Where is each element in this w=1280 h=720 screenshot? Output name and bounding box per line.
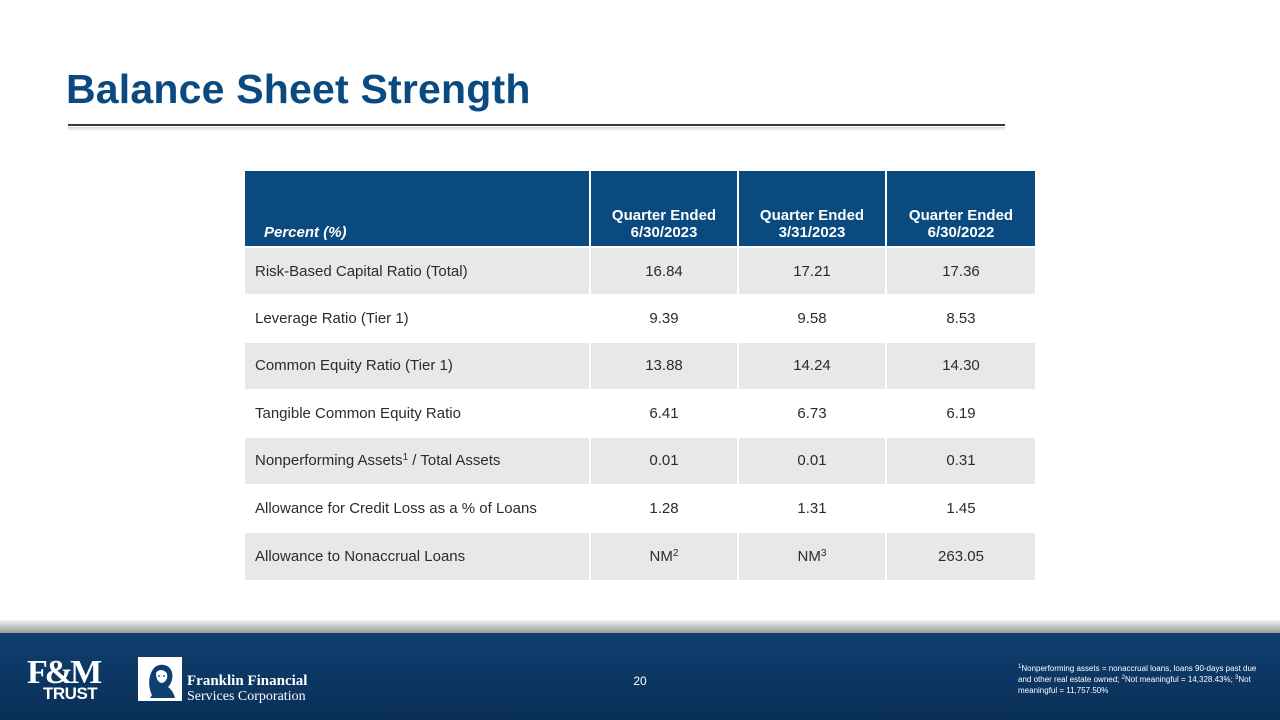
row-label-text: Nonperforming Assets (255, 452, 403, 470)
cell-value: 9.39 (590, 294, 739, 342)
footnote-part: Not meaningful = 14,328.43%; (1124, 675, 1236, 684)
table-row: Allowance to Nonaccrual Loans NM2 NM3 26… (245, 531, 1035, 580)
cell-value: 6.41 (590, 389, 739, 437)
header-col-1-line1: Quarter Ended (611, 207, 717, 224)
header-col-2-line1: Quarter Ended (759, 207, 865, 224)
header-label: Percent (%) (245, 171, 591, 247)
table-row: Risk-Based Capital Ratio (Total) 16.84 1… (245, 246, 1035, 295)
row-label: Nonperforming Assets1 / Total Assets (245, 436, 591, 485)
footer-bar: F&M TRUST Franklin Financial Services Co… (0, 633, 1280, 720)
header-col-3-line2: 6/30/2022 (927, 224, 995, 241)
header-col-3-line1: Quarter Ended (908, 207, 1014, 224)
page-title: Balance Sheet Strength (66, 66, 531, 112)
row-label: Tangible Common Equity Ratio (245, 389, 591, 437)
header-col-1: Quarter Ended 6/30/2023 (590, 171, 739, 247)
header-col-2-line2: 3/31/2023 (778, 224, 846, 241)
cell-value: 17.21 (738, 246, 887, 295)
cell-value: 0.31 (886, 436, 1035, 485)
table-row: Tangible Common Equity Ratio 6.41 6.73 6… (245, 389, 1035, 437)
title-divider-shadow (68, 127, 1005, 131)
footnote-ref: 2 (672, 547, 679, 559)
footnote-ref: 1 (402, 452, 409, 464)
table-header-row: Percent (%) Quarter Ended 6/30/2023 Quart… (245, 171, 1035, 247)
franklin-portrait-icon (138, 657, 182, 701)
ffsc-line1: Franklin Financial (187, 673, 308, 689)
title-divider (68, 124, 1005, 126)
table-row: Common Equity Ratio (Tier 1) 13.88 14.24… (245, 341, 1035, 390)
row-label: Risk-Based Capital Ratio (Total) (245, 246, 591, 295)
table-row: Nonperforming Assets1 / Total Assets 0.0… (245, 436, 1035, 485)
cell-value: 13.88 (590, 341, 739, 390)
row-label-text: / Total Assets (408, 452, 501, 470)
fm-trust-logo: F&M TRUST (27, 655, 113, 705)
cell-value-text: NM (649, 547, 673, 565)
cell-value: 14.30 (886, 341, 1035, 390)
ffsc-line2: Services Corporation (187, 689, 306, 704)
cell-value: 0.01 (738, 436, 887, 485)
fm-logo-text: F&M (27, 654, 102, 691)
trust-logo-text: TRUST (43, 684, 98, 703)
cell-value: 1.28 (590, 484, 739, 532)
cell-value: 8.53 (886, 294, 1035, 342)
cell-value: 6.73 (738, 389, 887, 437)
row-label: Allowance for Credit Loss as a % of Loan… (245, 484, 591, 532)
ffsc-logo-text: Franklin Financial Services Corporation (187, 673, 307, 705)
footnote-ref: 3 (820, 547, 827, 559)
cell-value: 14.24 (738, 341, 887, 390)
cell-value: 1.45 (886, 484, 1035, 532)
row-label: Leverage Ratio (Tier 1) (245, 294, 591, 342)
footnote-marker: 2 (1121, 675, 1125, 681)
row-label: Allowance to Nonaccrual Loans (245, 531, 591, 580)
footnote-part: Nonperforming assets = nonaccrual loans,… (1018, 664, 1257, 684)
table-row: Leverage Ratio (Tier 1) 9.39 9.58 8.53 (245, 294, 1035, 342)
cell-value: NM3 (738, 531, 887, 580)
cell-value: 0.01 (590, 436, 739, 485)
header-col-3: Quarter Ended 6/30/2022 (886, 171, 1035, 247)
footnote-text: 1Nonperforming assets = nonaccrual loans… (1018, 663, 1268, 696)
footnote-marker: 1 (1018, 664, 1022, 670)
cell-value: 263.05 (886, 531, 1035, 580)
cell-value: 9.58 (738, 294, 887, 342)
balance-sheet-table: Percent (%) Quarter Ended 6/30/2023 Quart… (245, 171, 1035, 580)
footer-gradient-band (0, 620, 1280, 633)
cell-value-text: NM (797, 547, 821, 565)
cell-value: 1.31 (738, 484, 887, 532)
header-col-2: Quarter Ended 3/31/2023 (738, 171, 887, 247)
footnote-part: Not meaningful = 11,757.50% (1018, 675, 1251, 695)
cell-value: 17.36 (886, 246, 1035, 295)
cell-value: 6.19 (886, 389, 1035, 437)
cell-value: 16.84 (590, 246, 739, 295)
table-row: Allowance for Credit Loss as a % of Loan… (245, 484, 1035, 532)
footnote-marker: 3 (1235, 675, 1239, 681)
row-label: Common Equity Ratio (Tier 1) (245, 341, 591, 390)
page-number: 20 (633, 674, 647, 688)
header-col-1-line2: 6/30/2023 (630, 224, 698, 241)
cell-value: NM2 (590, 531, 739, 580)
